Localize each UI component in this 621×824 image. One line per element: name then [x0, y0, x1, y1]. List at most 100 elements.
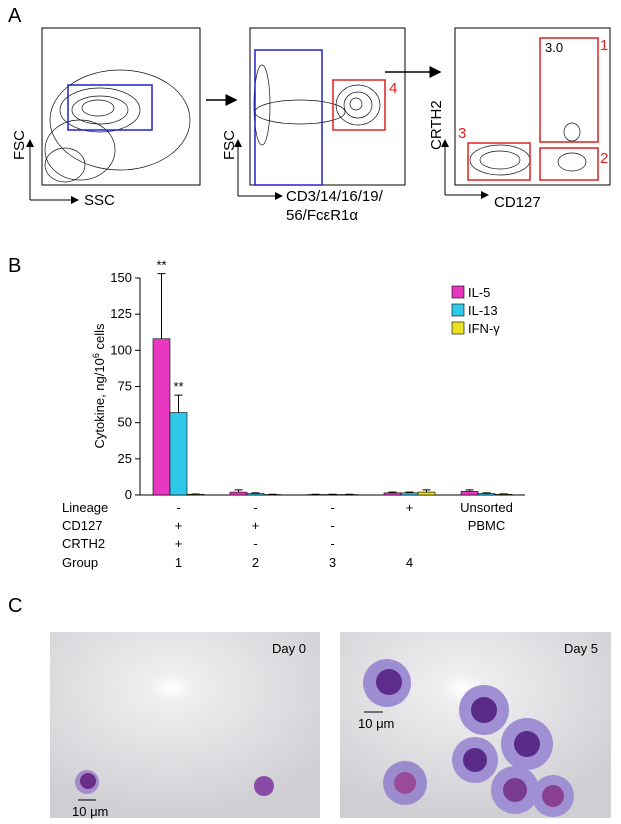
gate: [467, 142, 531, 181]
row-label: Group: [62, 555, 98, 570]
cell: [254, 776, 274, 796]
gate: [539, 147, 599, 181]
row-cell: -: [330, 536, 334, 551]
legend-label: IFN-γ: [468, 321, 500, 336]
x-axis-label: CD3/14/16/19/: [286, 188, 384, 205]
y-tick-label: 0: [125, 487, 132, 502]
bar: [383, 492, 402, 496]
contour: [71, 95, 129, 125]
error-bar: [405, 491, 414, 493]
contour: [349, 97, 363, 111]
error-bar: [234, 489, 243, 493]
y-axis-label-part: 6: [91, 353, 101, 358]
y-tick-label: 75: [118, 379, 132, 394]
error-bar: [251, 492, 260, 494]
nucleus: [514, 731, 540, 757]
row-cell: -: [253, 536, 257, 551]
gate-label: 1: [600, 37, 608, 54]
error-bar: [422, 489, 431, 493]
error-bar: [174, 394, 183, 413]
x-tick-label: 3: [329, 555, 336, 570]
row-label: CD127: [62, 518, 102, 533]
y-tick-label: 150: [110, 270, 132, 285]
error-bar: [465, 489, 474, 492]
bar: [494, 493, 513, 496]
bar: [229, 491, 248, 496]
row-cell: +: [175, 518, 183, 533]
contour: [479, 150, 521, 170]
row-cell: PBMC: [468, 518, 506, 533]
contour: [59, 87, 141, 133]
x-tick-label: 2: [252, 555, 259, 570]
contour: [49, 69, 191, 171]
y-tick-label: 100: [110, 342, 132, 357]
x-axis-label: CD127: [494, 194, 541, 211]
contour: [44, 119, 116, 181]
bar: [460, 491, 479, 496]
contour: [44, 147, 86, 183]
nucleus: [542, 785, 564, 807]
y-axis-label: FSC: [11, 130, 28, 160]
gate: [67, 84, 153, 131]
gate-label: 4: [389, 80, 397, 97]
panel-label: B: [8, 255, 21, 277]
x-tick-label: 4: [406, 555, 413, 570]
x-tick-label: 1: [175, 555, 182, 570]
gate: [539, 37, 599, 143]
y-axis-label: Cytokine, ng/106 cells: [91, 323, 107, 448]
error-bar: [388, 491, 397, 493]
flow-plot: 3.0 1 2 3 CRTH2 CD127: [428, 27, 611, 211]
row-cell: +: [252, 518, 260, 533]
y-axis-label: FSC: [221, 130, 238, 160]
x-axis-label: SSC: [84, 192, 115, 209]
row-label: Lineage: [62, 500, 108, 515]
scale-label: 10 μm: [358, 716, 394, 731]
y-tick-label: 25: [118, 451, 132, 466]
contour: [563, 122, 581, 142]
panel-label: C: [8, 595, 22, 617]
nucleus: [471, 697, 497, 723]
micrograph: 10 μm Day 0: [50, 632, 320, 819]
image-label: Day 5: [564, 641, 598, 656]
gate-label: 2: [600, 150, 608, 167]
plot-frame: [41, 27, 201, 186]
y-axis-label-part: Cytokine, ng/10: [92, 358, 107, 448]
row-cell: -: [253, 500, 257, 515]
row-cell: +: [175, 536, 183, 551]
legend-label: IL-13: [468, 303, 498, 318]
panel-label: A: [8, 5, 22, 27]
bar: [477, 493, 496, 496]
nucleus: [463, 748, 487, 772]
gate: [332, 79, 386, 131]
gate-label: 3: [458, 125, 466, 142]
significance: **: [156, 258, 166, 273]
legend-swatch: [451, 321, 465, 335]
row-cell: Unsorted: [460, 500, 513, 515]
image-label: Day 0: [272, 641, 306, 656]
legend-label: IL-5: [468, 285, 490, 300]
bar: [169, 412, 188, 496]
contour: [343, 91, 373, 119]
row-cell: -: [176, 500, 180, 515]
bar-chart: 0 25 50 75 100 125 150 Cytokine, ng/106 cells **…: [62, 258, 525, 570]
row-cell: -: [330, 500, 334, 515]
nucleus: [503, 778, 527, 802]
bar: [400, 492, 419, 496]
error-bar: [157, 273, 166, 339]
contour: [557, 152, 587, 172]
legend-swatch: [451, 285, 465, 299]
flow-plot: 4 FSC CD3/14/16/19/ 56/FcεR1α: [221, 27, 406, 224]
bar: [417, 491, 436, 496]
contour: [253, 64, 271, 146]
x-axis-label: 56/FcεR1α: [286, 207, 358, 224]
nucleus: [394, 772, 416, 794]
significance: **: [173, 379, 183, 394]
y-tick-label: 50: [118, 415, 132, 430]
row-cell: -: [330, 518, 334, 533]
bar: [152, 338, 171, 496]
gate: [254, 49, 323, 186]
y-axis-label: CRTH2: [428, 100, 445, 150]
error-bar: [482, 492, 491, 494]
row-label: CRTH2: [62, 536, 105, 551]
